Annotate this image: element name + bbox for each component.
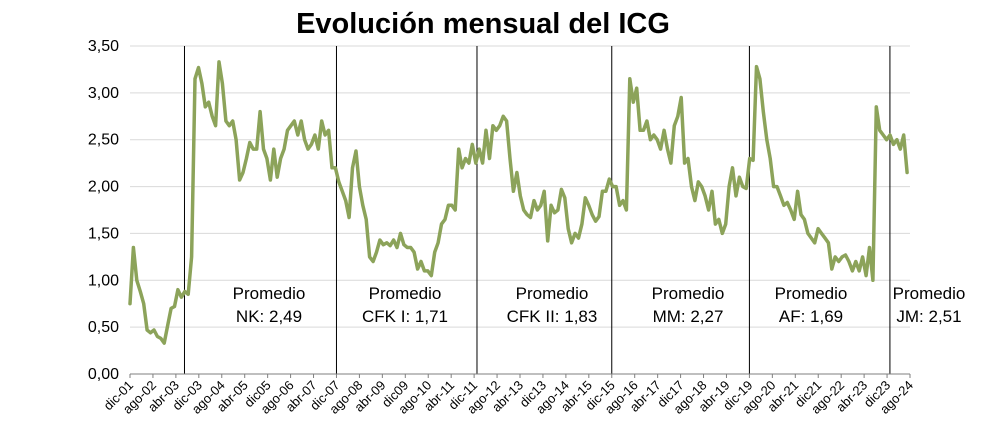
y-axis-ticks: 0,00 0,50 1,00 1,50 2,00 2,50 3,00 3,50 <box>88 38 119 383</box>
annotation-title: Promedio <box>652 284 725 303</box>
y-tick-label: 0,50 <box>88 319 119 336</box>
annotation-average: AF: 1,69 <box>779 307 843 326</box>
annotation-title: Promedio <box>233 284 306 303</box>
annotation-title: Promedio <box>369 284 442 303</box>
annotation-title: Promedio <box>893 284 966 303</box>
annotation-title: Promedio <box>516 284 589 303</box>
series-group <box>128 60 909 345</box>
annotation-average: NK: 2,49 <box>236 307 302 326</box>
gridlines <box>130 45 910 328</box>
y-tick-label: 0,00 <box>88 366 119 383</box>
y-tick-label: 2,50 <box>88 132 119 149</box>
annotation-average: MM: 2,27 <box>653 307 724 326</box>
annotation-average: CFK II: 1,83 <box>507 307 598 326</box>
y-tick-label: 1,00 <box>88 272 119 289</box>
annotation-average: CFK I: 1,71 <box>362 307 448 326</box>
period-dividers <box>183 46 891 374</box>
annotation-average: JM: 2,51 <box>896 307 961 326</box>
annotation-title: Promedio <box>775 284 848 303</box>
y-tick-label: 2,00 <box>88 179 119 196</box>
y-tick-label: 1,50 <box>88 225 119 242</box>
y-tick-label: 3,00 <box>88 85 119 102</box>
period-averages: Promedio NK: 2,49 Promedio CFK I: 1,71 Prome… <box>233 284 966 326</box>
y-tick-label: 3,50 <box>88 38 119 55</box>
x-axis-ticks: dic-01ago-02abr-03dic-03ago-04abr-05dic0… <box>100 374 916 417</box>
chart-title: Evolución mensual del ICG <box>296 8 670 40</box>
series-line-icg <box>128 60 909 345</box>
